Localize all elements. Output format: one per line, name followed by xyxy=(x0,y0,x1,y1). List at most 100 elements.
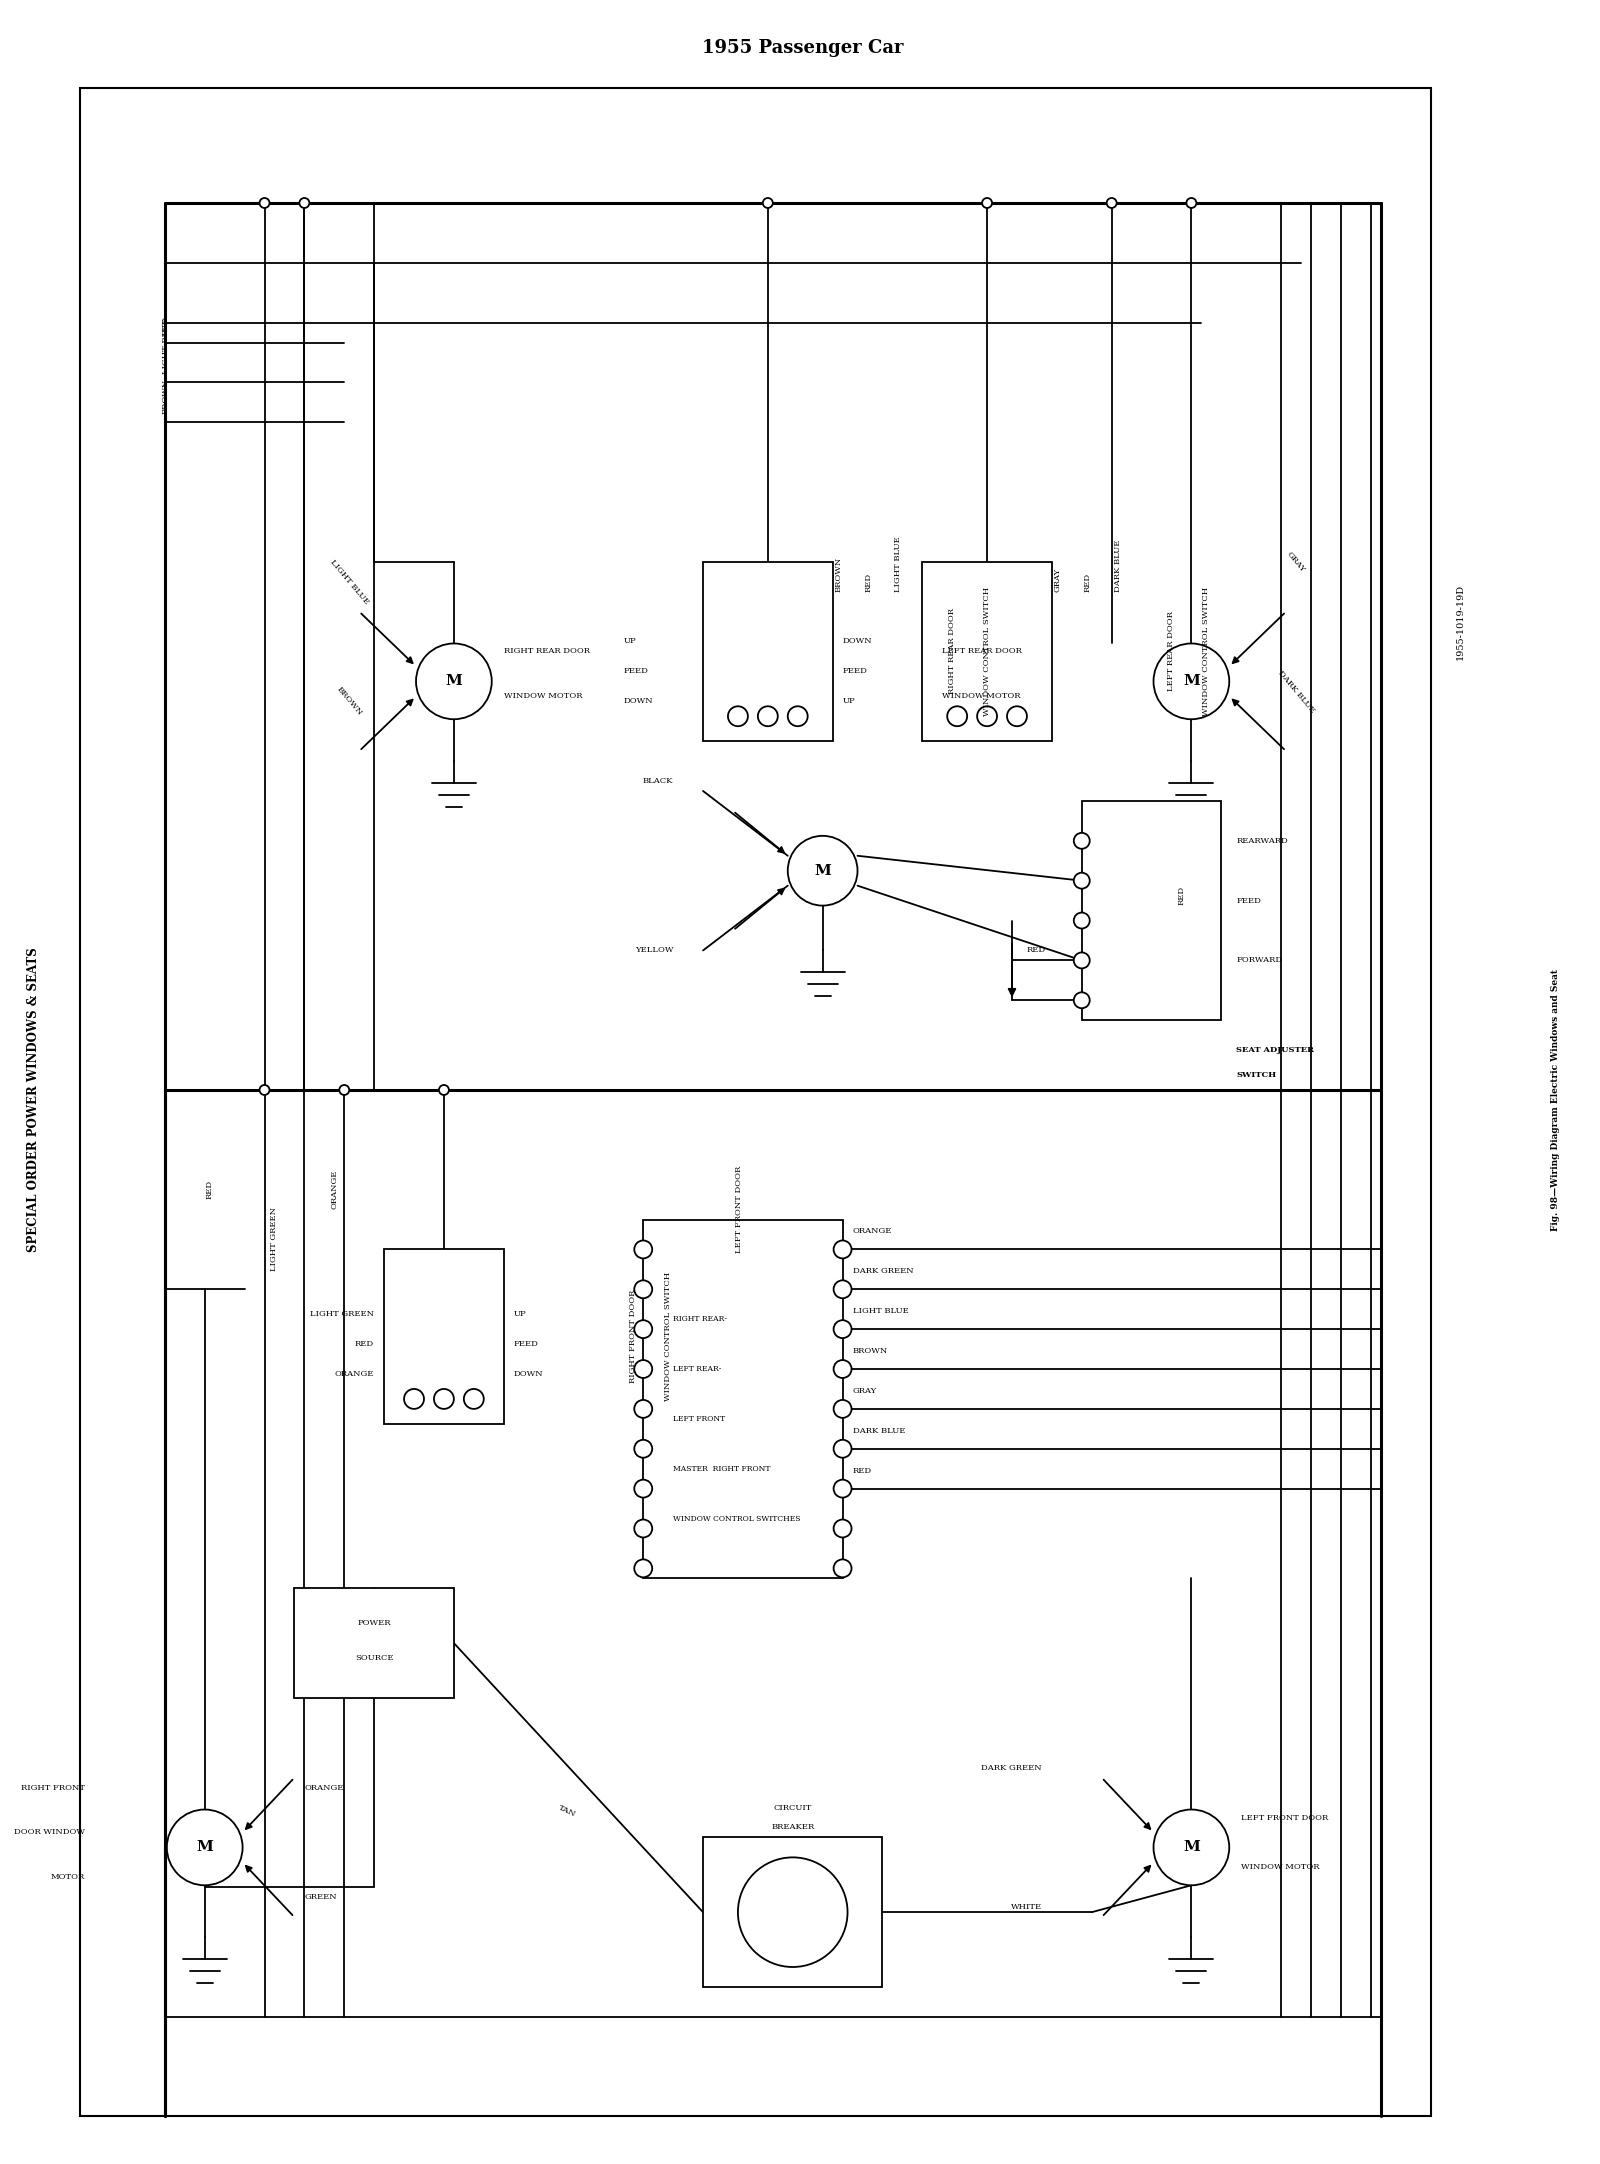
Text: M: M xyxy=(197,1839,213,1855)
Text: GREEN: GREEN xyxy=(304,1894,338,1902)
Circle shape xyxy=(1187,197,1197,208)
Text: FORWARD: FORWARD xyxy=(1237,956,1282,965)
Text: LIGHT BLUE: LIGHT BLUE xyxy=(853,1307,909,1316)
Circle shape xyxy=(1107,197,1117,208)
Text: LIGHT GREEN: LIGHT GREEN xyxy=(310,1309,374,1318)
Text: LEFT REAR DOOR: LEFT REAR DOOR xyxy=(1168,612,1176,690)
Text: DARK BLUE: DARK BLUE xyxy=(853,1426,906,1435)
Text: MOTOR: MOTOR xyxy=(51,1874,85,1881)
Text: SEAT ADJUSTER: SEAT ADJUSTER xyxy=(1237,1045,1314,1054)
Text: ORANGE: ORANGE xyxy=(853,1227,891,1236)
Text: REARWARD: REARWARD xyxy=(1237,837,1288,844)
Text: SWITCH: SWITCH xyxy=(1237,1071,1277,1080)
Bar xyxy=(294,1588,454,1699)
Text: DARK BLUE: DARK BLUE xyxy=(1277,669,1315,714)
Circle shape xyxy=(416,643,491,718)
Circle shape xyxy=(834,1480,851,1497)
Text: DARK BLUE: DARK BLUE xyxy=(1114,539,1122,591)
Text: GRAY: GRAY xyxy=(853,1387,877,1396)
Text: LIGHT BLUE: LIGHT BLUE xyxy=(328,558,370,606)
Text: M: M xyxy=(1182,675,1200,688)
Text: ORANGE: ORANGE xyxy=(334,1370,374,1378)
Text: 1955-1019-19D: 1955-1019-19D xyxy=(1456,584,1466,660)
Circle shape xyxy=(1074,993,1090,1008)
Text: Fig. 98—Wiring Diagram Electric Windows and Seat: Fig. 98—Wiring Diagram Electric Windows … xyxy=(1550,969,1560,1231)
Text: UP: UP xyxy=(624,638,635,645)
Text: SPECIAL ORDER POWER WINDOWS & SEATS: SPECIAL ORDER POWER WINDOWS & SEATS xyxy=(27,948,40,1253)
Circle shape xyxy=(982,197,992,208)
Text: LEFT FRONT: LEFT FRONT xyxy=(674,1415,725,1424)
Circle shape xyxy=(834,1560,851,1578)
Circle shape xyxy=(834,1439,851,1459)
Circle shape xyxy=(728,705,747,727)
Text: LEFT FRONT DOOR: LEFT FRONT DOOR xyxy=(1242,1813,1328,1822)
Text: WINDOW CONTROL SWITCH: WINDOW CONTROL SWITCH xyxy=(982,586,990,716)
Text: RED: RED xyxy=(1083,573,1091,591)
Text: POWER: POWER xyxy=(357,1619,390,1627)
Bar xyxy=(643,1220,843,1578)
Circle shape xyxy=(634,1320,653,1337)
Circle shape xyxy=(787,835,858,905)
Circle shape xyxy=(634,1400,653,1417)
Circle shape xyxy=(834,1519,851,1536)
Bar xyxy=(922,563,1051,740)
Text: ORANGE: ORANGE xyxy=(304,1783,344,1792)
Circle shape xyxy=(1074,872,1090,889)
Text: WINDOW MOTOR: WINDOW MOTOR xyxy=(942,692,1021,701)
Text: FEED: FEED xyxy=(1237,896,1261,905)
Circle shape xyxy=(299,197,309,208)
Text: LEFT REAR-: LEFT REAR- xyxy=(674,1365,722,1372)
Circle shape xyxy=(1074,952,1090,967)
Circle shape xyxy=(634,1560,653,1578)
Circle shape xyxy=(634,1281,653,1298)
Bar xyxy=(384,1249,504,1424)
Text: LEFT FRONT DOOR: LEFT FRONT DOOR xyxy=(734,1166,742,1253)
Text: FEED: FEED xyxy=(843,667,867,675)
Text: RED: RED xyxy=(1027,946,1046,954)
Circle shape xyxy=(434,1389,454,1409)
Circle shape xyxy=(1074,833,1090,848)
Text: RED: RED xyxy=(162,316,170,335)
Text: GRAY: GRAY xyxy=(1285,550,1307,573)
Circle shape xyxy=(978,705,997,727)
Circle shape xyxy=(438,1084,450,1095)
Circle shape xyxy=(758,705,778,727)
Text: RIGHT FRONT DOOR: RIGHT FRONT DOOR xyxy=(629,1290,637,1383)
Text: WINDOW CONTROL SWITCHES: WINDOW CONTROL SWITCHES xyxy=(674,1515,800,1523)
Text: LIGHT GREEN: LIGHT GREEN xyxy=(270,1208,278,1272)
Text: DOWN: DOWN xyxy=(624,697,653,705)
Text: RED: RED xyxy=(206,1179,214,1199)
Text: BROWN: BROWN xyxy=(162,379,170,413)
Circle shape xyxy=(1154,1809,1229,1885)
Text: LIGHT BLUE: LIGHT BLUE xyxy=(162,318,170,374)
Text: BLACK: BLACK xyxy=(643,777,674,786)
Circle shape xyxy=(634,1359,653,1378)
Text: DOOR WINDOW: DOOR WINDOW xyxy=(14,1829,85,1837)
Circle shape xyxy=(834,1359,851,1378)
Bar xyxy=(80,89,1430,2116)
Text: RIGHT REAR DOOR: RIGHT REAR DOOR xyxy=(504,647,590,656)
Text: BREAKER: BREAKER xyxy=(771,1824,814,1831)
Circle shape xyxy=(634,1240,653,1259)
Text: RED: RED xyxy=(864,573,872,591)
Text: LIGHT BLUE: LIGHT BLUE xyxy=(894,537,902,591)
Text: M: M xyxy=(445,675,462,688)
Circle shape xyxy=(1006,705,1027,727)
Text: RIGHT REAR DOOR: RIGHT REAR DOOR xyxy=(949,608,957,695)
Text: FEED: FEED xyxy=(624,667,648,675)
Bar xyxy=(1082,801,1221,1019)
Circle shape xyxy=(763,197,773,208)
Text: UP: UP xyxy=(514,1309,526,1318)
Circle shape xyxy=(464,1389,483,1409)
Bar xyxy=(702,563,832,740)
Circle shape xyxy=(947,705,966,727)
Text: WINDOW CONTROL SWITCH: WINDOW CONTROL SWITCH xyxy=(1202,586,1210,716)
Circle shape xyxy=(787,705,808,727)
Circle shape xyxy=(834,1400,851,1417)
Text: RIGHT REAR-: RIGHT REAR- xyxy=(674,1316,726,1322)
Text: DOWN: DOWN xyxy=(514,1370,544,1378)
Text: GRAY: GRAY xyxy=(1054,567,1062,591)
Text: RED: RED xyxy=(1178,885,1186,905)
Text: WINDOW MOTOR: WINDOW MOTOR xyxy=(504,692,582,701)
Text: DARK GREEN: DARK GREEN xyxy=(853,1268,914,1275)
